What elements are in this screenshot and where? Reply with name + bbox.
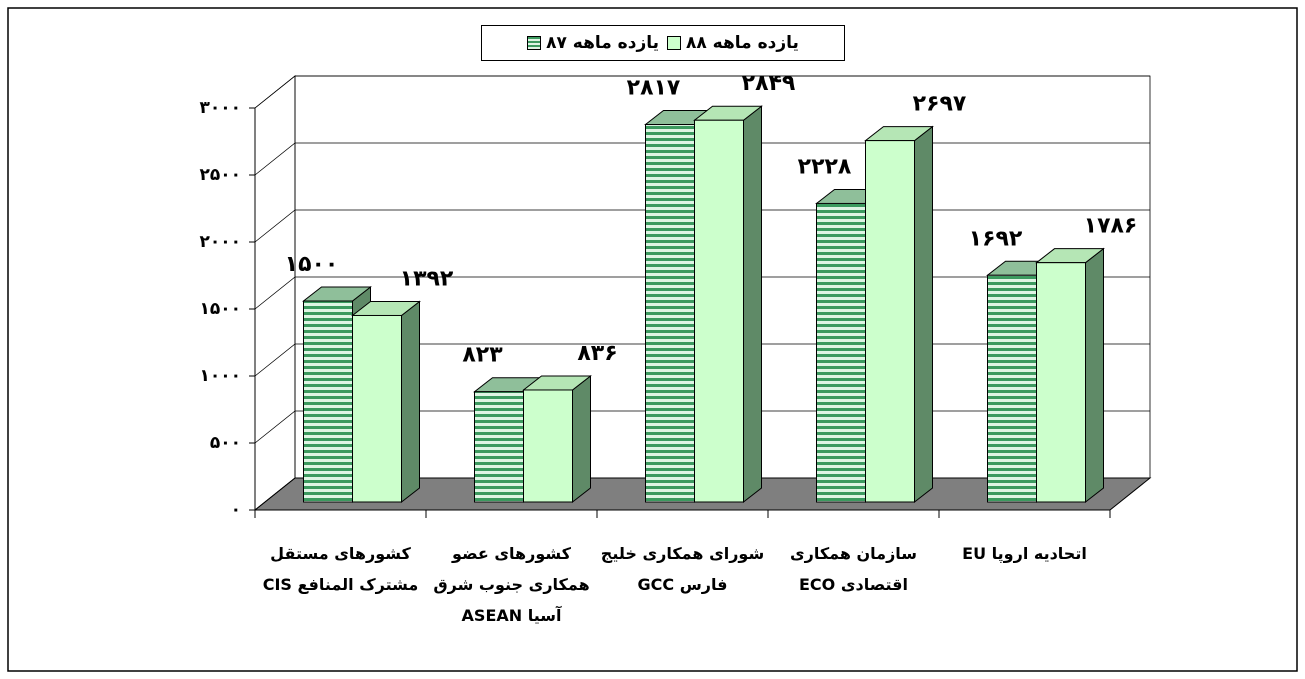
- y-tick-label: ۵۰۰: [210, 433, 241, 453]
- data-label: ۱۳۹۲: [400, 266, 454, 291]
- bar-front: [645, 124, 695, 503]
- bar-front: [1036, 262, 1086, 503]
- legend-swatch: [527, 36, 542, 50]
- bar-front: [474, 391, 524, 503]
- y-tick-label: ۱۵۰۰: [199, 299, 241, 319]
- bar-front: [523, 389, 573, 503]
- bar-side: [914, 125, 933, 504]
- data-label: ۲۶۹۷: [913, 92, 967, 117]
- bar-side: [401, 300, 420, 504]
- bar-side: [743, 105, 762, 504]
- bar-side: [1085, 247, 1104, 504]
- data-label: ۸۲۳: [462, 343, 503, 368]
- x-tick-label: کشورهای مستقل مشترک المنافع CIS: [262, 544, 419, 594]
- y-tick-label: ۲۰۰۰: [199, 232, 241, 252]
- data-label: ۸۳۶: [577, 341, 617, 366]
- data-label: ۱۵۰۰: [285, 252, 339, 277]
- data-label: ۲۲۲۸: [798, 154, 852, 179]
- data-label: ۲۸۱۷: [627, 76, 681, 101]
- bar-front: [987, 274, 1037, 503]
- bar-front: [352, 314, 402, 503]
- bar-front: [816, 202, 866, 503]
- data-label: ۱۷۸۶: [1084, 214, 1138, 239]
- legend: یازده ماهه ۸۷ یازده ماهه ۸۸: [481, 25, 845, 61]
- data-label: ۲۸۴۹: [742, 71, 796, 96]
- x-tick-label: سازمان همکاری اقتصادی ECO: [789, 544, 918, 594]
- y-tick-label: ۱۰۰۰: [199, 366, 241, 386]
- legend-entry: یازده ماهه ۸۷: [527, 33, 659, 53]
- x-tick-label: اتحادیه اروپا EU: [962, 544, 1087, 563]
- bar: [351, 300, 421, 504]
- frame: [7, 7, 1298, 672]
- bar: [522, 374, 592, 504]
- y-tick-label: ۲۵۰۰: [199, 165, 241, 185]
- bar: [1035, 247, 1105, 504]
- bar-front: [303, 300, 353, 503]
- x-tick-label: کشورهای عضو همکاری جنوب شرق آسیا ASEAN: [433, 544, 590, 625]
- bar: [693, 105, 763, 504]
- y-tick-label: ۳۰۰۰: [199, 98, 241, 118]
- legend-text: یازده ماهه ۸۷: [546, 33, 659, 53]
- legend-swatch: [667, 36, 681, 50]
- y-tick-label: ۰: [231, 500, 241, 520]
- bar-front: [865, 140, 915, 503]
- bar: [864, 125, 934, 504]
- bar-side: [572, 374, 591, 504]
- legend-entry: یازده ماهه ۸۸: [667, 33, 799, 53]
- legend-text: یازده ماهه ۸۸: [686, 33, 799, 53]
- data-label: ۱۶۹۲: [969, 226, 1023, 251]
- grid-line: [254, 75, 1150, 109]
- x-tick-label: شورای همکاری خلیج فارس GCC: [600, 544, 765, 594]
- bar-front: [694, 119, 744, 503]
